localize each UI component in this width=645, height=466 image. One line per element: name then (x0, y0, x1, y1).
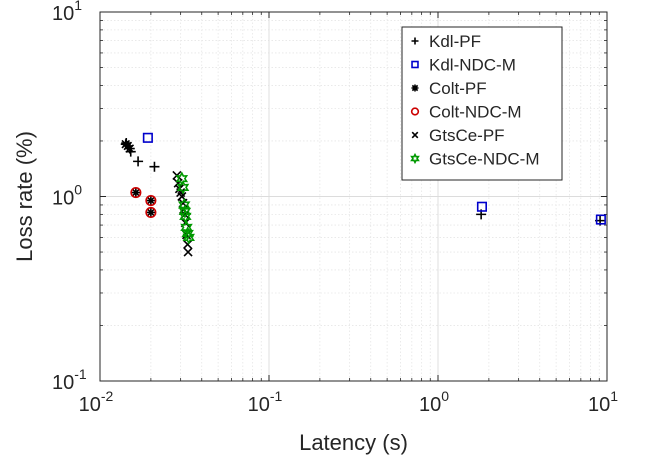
data-point (476, 201, 488, 212)
data-point (176, 180, 190, 195)
series-colt-ndc-m (130, 187, 157, 218)
series-colt-pf (120, 139, 156, 218)
legend-marker (410, 107, 420, 116)
data-markers (120, 132, 606, 257)
data-point (145, 207, 156, 218)
legend-box (401, 26, 563, 181)
x-tick-label: 10-2 (79, 388, 114, 416)
y-tick-label: 10-1 (52, 366, 87, 394)
legend-label: Colt-PF (429, 79, 487, 98)
x-tick-label: 100 (419, 388, 449, 416)
data-point (145, 206, 157, 218)
legend-marker (411, 60, 419, 69)
data-point (130, 187, 141, 198)
legend-marker (411, 84, 419, 92)
y-axis-label: Loss rate (%) (12, 131, 37, 262)
data-point (133, 156, 144, 167)
legend-marker (411, 37, 419, 45)
series-kdl-ndc-m (142, 132, 606, 225)
x-axis-label: Latency (s) (299, 430, 408, 455)
y-tick-label: 101 (52, 0, 82, 25)
legend-label: Colt-NDC-M (429, 103, 522, 122)
x-tick-label: 10-1 (248, 388, 283, 416)
series-gtsce-ndc-m (175, 171, 196, 245)
data-point (130, 187, 142, 199)
legend-label: GtsCe-PF (429, 126, 505, 145)
x-tick-label: 101 (588, 388, 618, 416)
data-point (182, 230, 196, 245)
data-point (183, 247, 193, 257)
data-point (177, 197, 191, 213)
data-point (595, 214, 606, 225)
data-point (145, 195, 157, 207)
ticks (99, 11, 608, 382)
legend-label: Kdl-PF (429, 32, 481, 51)
legend-label: GtsCe-NDC-M (429, 150, 540, 169)
legend-label: Kdl-NDC-M (429, 56, 516, 75)
data-point (178, 204, 192, 219)
data-point (149, 161, 160, 172)
legend: Kdl-PF Kdl-NDC-M Colt-PF Colt-NDC-M GtsCe-PF… (401, 26, 563, 181)
data-point (183, 239, 193, 249)
data-point (145, 195, 156, 206)
data-point (124, 143, 135, 154)
data-point (181, 226, 194, 241)
data-point (179, 209, 192, 224)
legend-marker (411, 131, 419, 139)
data-point (180, 220, 193, 235)
y-tick-label: 100 (52, 182, 82, 210)
data-point (142, 132, 153, 143)
legend-marker (410, 152, 420, 165)
